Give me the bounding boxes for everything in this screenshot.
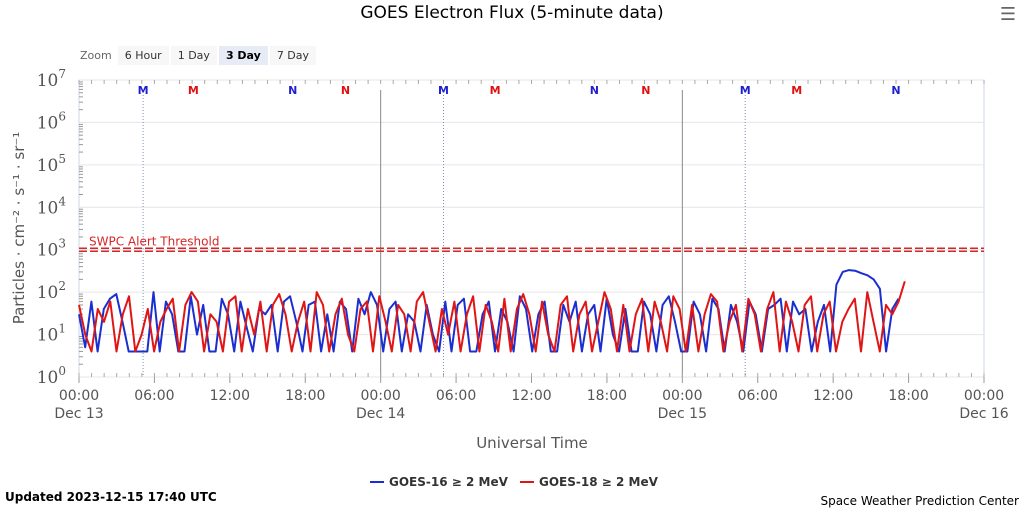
zoom-6-hour-button[interactable]: 6 Hour [117, 46, 169, 65]
y-tick-label: 107 [37, 67, 66, 91]
satellite-marker: M [740, 84, 751, 97]
y-axis-title: Particles · cm⁻² · s⁻¹ · sr⁻¹ [10, 132, 28, 325]
y-tick-label: 104 [37, 194, 67, 218]
x-tick-label: 06:00 [134, 388, 174, 404]
x-tick-label: 00:00 [360, 388, 400, 404]
y-tick-label: 100 [37, 364, 66, 388]
x-tick-date-label: Dec 13 [54, 406, 103, 422]
y-tick-label: 102 [37, 279, 66, 303]
satellite-marker: M [188, 84, 199, 97]
legend-item: GOES-16 ≥ 2 MeV [389, 475, 509, 489]
x-tick-label: 12:00 [210, 388, 250, 404]
satellite-marker: N [641, 84, 650, 97]
y-tick-label: 101 [37, 322, 66, 346]
updated-timestamp: Updated 2023-12-15 17:40 UTC [5, 490, 217, 504]
x-tick-label: 18:00 [587, 388, 627, 404]
satellite-marker: M [138, 84, 149, 97]
satellite-marker: N [341, 84, 350, 97]
x-tick-label: 18:00 [285, 388, 325, 404]
credit-text: Space Weather Prediction Center [820, 494, 1019, 508]
x-tick-label: 00:00 [59, 388, 99, 404]
x-tick-label: 18:00 [888, 388, 928, 404]
satellite-marker: M [490, 84, 501, 97]
hamburger-icon[interactable]: ☰ [999, 4, 1016, 25]
satellite-marker: N [590, 84, 599, 97]
x-tick-label: 12:00 [511, 388, 551, 404]
chart-title: GOES Electron Flux (5-minute data) [360, 3, 663, 23]
x-axis-title: Universal Time [476, 434, 588, 452]
zoom-label: Zoom [80, 49, 112, 62]
x-tick-label: 00:00 [964, 388, 1004, 404]
zoom-3-day-button[interactable]: 3 Day [218, 46, 268, 65]
y-tick-label: 105 [37, 152, 66, 176]
zoom-1-day-button[interactable]: 1 Day [170, 46, 217, 65]
legend-item: GOES-18 ≥ 2 MeV [539, 475, 659, 489]
y-tick-label: 103 [37, 237, 66, 261]
satellite-marker: M [791, 84, 802, 97]
x-tick-date-label: Dec 14 [356, 406, 405, 422]
zoom-toolbar: Zoom 6 Hour 1 Day 3 Day 7 Day [80, 46, 318, 65]
satellite-marker: M [438, 84, 449, 97]
series-line-goes18 [78, 281, 906, 353]
y-tick-label: 106 [37, 109, 66, 133]
satellite-marker: N [288, 84, 297, 97]
satellite-marker: N [891, 84, 900, 97]
x-tick-date-label: Dec 15 [658, 406, 707, 422]
threshold-label: SWPC Alert Threshold [89, 235, 219, 249]
x-tick-label: 06:00 [738, 388, 778, 404]
x-tick-label: 06:00 [436, 388, 476, 404]
x-tick-label: 00:00 [662, 388, 702, 404]
x-tick-date-label: Dec 16 [959, 406, 1008, 422]
x-tick-label: 12:00 [813, 388, 853, 404]
zoom-7-day-button[interactable]: 7 Day [269, 46, 317, 65]
